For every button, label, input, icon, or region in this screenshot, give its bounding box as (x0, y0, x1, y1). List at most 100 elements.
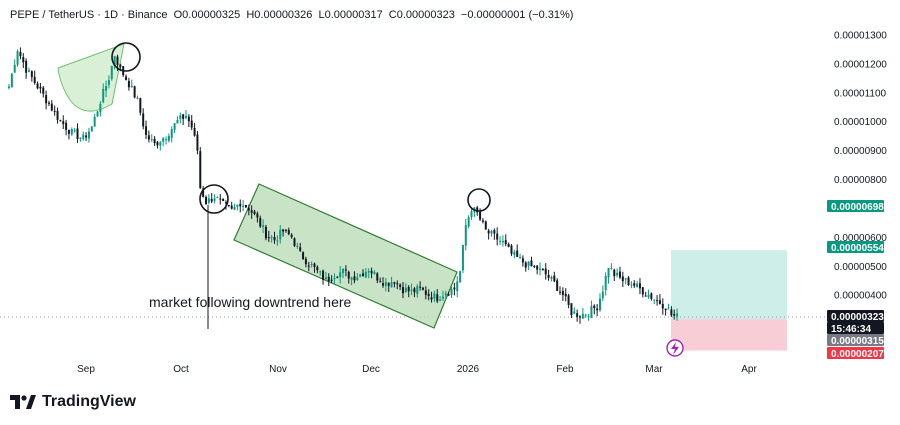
candle-body (516, 250, 519, 257)
candle-body (10, 73, 13, 87)
x-tick-label: Mar (645, 364, 663, 375)
candle-body (464, 225, 467, 246)
candle-body (196, 134, 199, 151)
candle-body (524, 262, 527, 268)
candle-body (279, 229, 282, 240)
candle-body (447, 294, 450, 296)
target-zone (671, 250, 787, 320)
candle-body (487, 230, 490, 234)
price-axis[interactable]: 0.00001300 0.00001200 0.00001100 0.00001000… (834, 30, 887, 301)
x-tick-label: Dec (362, 364, 380, 375)
candle-body (616, 272, 619, 276)
candle-body (499, 240, 502, 242)
price-tag-label: 15:46:34 (831, 324, 871, 335)
candle-body (190, 120, 193, 128)
candle-body (327, 276, 330, 282)
candle-body (193, 127, 196, 136)
time-axis[interactable]: Sep Oct Nov Dec 2026 Feb Mar Apr (77, 364, 757, 375)
y-tick-label: 0.00000400 (834, 291, 887, 302)
candle-body (333, 278, 336, 280)
price-tag-box (827, 334, 884, 346)
high-value: H0.00000326 (246, 9, 313, 21)
candle-body (330, 279, 333, 281)
candle-body (584, 314, 587, 316)
candle-body (213, 198, 216, 201)
candle-body (527, 261, 530, 267)
candle-body (145, 126, 148, 135)
candle-body (85, 135, 88, 138)
candle-body (547, 274, 550, 278)
candle-body (210, 199, 213, 202)
candle-body (19, 52, 22, 57)
candle-body (204, 196, 207, 205)
candle-body (564, 293, 567, 297)
candle-body (273, 236, 276, 241)
candle-body (439, 299, 442, 301)
candle-body (322, 270, 325, 280)
candle-body (110, 65, 113, 79)
candle-body (676, 313, 679, 317)
candle-body (427, 293, 430, 296)
candle-body (539, 268, 542, 270)
candle-body (430, 297, 433, 300)
price-tag-label: 0.00000315 (831, 336, 884, 347)
candle-body (13, 64, 16, 73)
candle-body (658, 300, 661, 304)
change-value: −0.00000001 (−0.31%) (460, 9, 574, 21)
price-tag-box (827, 310, 884, 322)
y-tick-label: 0.00000900 (834, 146, 887, 157)
candle-body (102, 89, 105, 103)
candle-body (644, 295, 647, 297)
candle-body (8, 86, 10, 88)
candle-body (344, 269, 347, 271)
candle-body (307, 265, 310, 267)
candle-body (399, 284, 402, 287)
candle-body (67, 130, 70, 134)
channel-box (233, 183, 458, 329)
candle-body (156, 141, 159, 146)
candle-body (105, 86, 108, 91)
tradingview-footer[interactable]: TradingView (10, 393, 136, 411)
candle-body (467, 217, 470, 227)
candle-body (207, 198, 210, 203)
candle-body (401, 287, 404, 294)
candle-body (79, 137, 82, 139)
candle-body (316, 266, 319, 271)
candle-body (347, 271, 350, 279)
candle-body (33, 76, 36, 83)
candle-body (544, 268, 547, 275)
candle-body (624, 278, 627, 280)
candle-body (650, 293, 653, 299)
candle-body (627, 277, 630, 285)
y-tick-label: 0.00001200 (834, 59, 887, 70)
candle-body (667, 308, 670, 310)
symbol-label[interactable]: PEPE / TetherUS · 1D · Binance (10, 9, 168, 21)
candle-body (139, 98, 142, 113)
candle-body (496, 233, 499, 240)
price-tags: 0.000006980.000005540.0000032315:46:340.… (827, 200, 884, 360)
candle-body (119, 64, 122, 67)
candle-body (441, 296, 444, 299)
price-tag-label: 0.00000323 (831, 312, 884, 323)
candle-body (587, 316, 590, 318)
candle-body (476, 207, 479, 213)
candle-body (176, 119, 179, 124)
candle-body (673, 314, 676, 316)
y-tick-label: 0.00001100 (834, 88, 887, 99)
candle-body (661, 303, 664, 309)
candle-body (504, 240, 507, 245)
candle-body (216, 196, 219, 198)
candle-body (222, 198, 225, 202)
candle-body (356, 277, 359, 281)
candle-body (459, 271, 462, 283)
candle-body (53, 110, 56, 112)
candle-body (384, 282, 387, 286)
candle-body (125, 76, 128, 81)
candle-body (433, 293, 436, 299)
candle-body (519, 257, 522, 259)
candle-body (142, 113, 145, 127)
candle-body (62, 121, 65, 125)
candle-body (65, 122, 68, 130)
candle-body (590, 306, 593, 318)
